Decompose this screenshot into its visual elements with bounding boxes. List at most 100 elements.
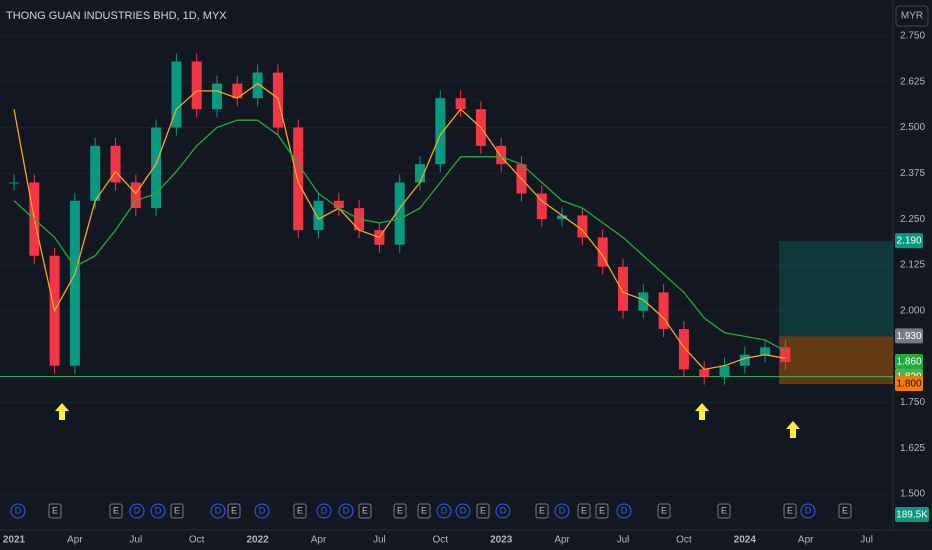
event-dividend (436, 503, 452, 519)
event-label: D (134, 505, 141, 515)
x-tick-label: Oct (189, 535, 205, 546)
event-dividend (10, 503, 26, 519)
x-tick-label: 2023 (490, 535, 513, 546)
event-label: D (460, 505, 467, 515)
currency-button[interactable] (895, 5, 929, 27)
x-tick-label: Jul (617, 535, 630, 546)
event-earnings (417, 503, 431, 519)
event-label: E (297, 505, 303, 515)
price-label-box (895, 328, 923, 344)
event-earnings (358, 503, 372, 519)
candle (415, 164, 425, 183)
candle (130, 182, 141, 209)
y-tick-label: 2.375 (900, 168, 925, 179)
candle (618, 266, 628, 311)
y-tick-label: 2.625 (900, 76, 925, 87)
event-label: E (661, 505, 667, 515)
event-label: D (441, 505, 448, 515)
candle (171, 61, 182, 128)
event-label: E (539, 505, 545, 515)
event-label: E (480, 505, 486, 515)
candle (293, 127, 304, 231)
candle (69, 200, 80, 366)
y-tick-label: 1.500 (900, 489, 925, 500)
price-label: 1.860 (896, 357, 921, 368)
price-label-box (895, 233, 923, 249)
volume-label: 189.5K (896, 510, 928, 521)
ma-line (13, 119, 786, 352)
candle (658, 292, 669, 330)
candle (557, 215, 568, 220)
event-label: D (805, 505, 812, 515)
price-label: 1.800 (896, 379, 921, 390)
x-tick-label: Jul (860, 535, 873, 546)
x-tick-label: Apr (311, 535, 327, 546)
event-earnings (393, 503, 407, 519)
event-earnings (227, 503, 241, 519)
event-label: D (155, 505, 162, 515)
y-tick-label: 2.125 (900, 260, 925, 271)
event-earnings (577, 503, 591, 519)
event-dividend (129, 503, 145, 519)
chart-title: THONG GUAN INDUSTRIES BHD, 1D, MYX (6, 10, 227, 22)
event-label: D (215, 505, 222, 515)
event-earnings (170, 503, 184, 519)
x-tick-label: 2022 (246, 535, 269, 546)
candle (232, 83, 243, 99)
candle (333, 200, 344, 209)
candle (597, 237, 608, 267)
volume-label-box (895, 507, 929, 522)
candle (536, 193, 547, 220)
event-label: D (621, 505, 628, 515)
arrow (55, 403, 69, 420)
candle (455, 98, 466, 110)
candle (9, 182, 19, 184)
event-label: E (421, 505, 427, 515)
event-earnings (717, 503, 731, 519)
x-tick-label: Jul (373, 535, 386, 546)
arrow (695, 403, 709, 420)
candle (394, 182, 405, 245)
event-label: E (52, 505, 58, 515)
event-label: D (321, 505, 328, 515)
y-tick-label: 2.750 (900, 31, 925, 42)
candle (719, 365, 730, 377)
currency[interactable]: MYR (901, 11, 923, 22)
event-dividend (616, 503, 632, 519)
price-label: 1.930 (896, 331, 921, 342)
event-dividend (455, 503, 471, 519)
stop-zone (779, 336, 893, 384)
arrow (786, 421, 800, 438)
candle (151, 127, 162, 209)
event-earnings (109, 503, 123, 519)
candle (191, 61, 202, 110)
target-zone (779, 241, 893, 337)
x-tick-label: Apr (554, 535, 570, 546)
event-label: D (15, 505, 22, 515)
event-label: D (259, 505, 266, 515)
x-tick-label: Oct (676, 535, 692, 546)
candle (699, 369, 710, 377)
x-tick-label: 2021 (3, 535, 26, 546)
y-tick-label: 1.750 (900, 397, 925, 408)
x-tick-label: 2024 (734, 535, 757, 546)
y-tick-label: 2.000 (900, 305, 925, 316)
candle (780, 347, 791, 363)
event-dividend (554, 503, 570, 519)
price-label-box (895, 376, 923, 391)
event-label: E (842, 505, 848, 515)
price-label-box (895, 354, 923, 370)
event-label: E (599, 505, 605, 515)
event-dividend (316, 503, 332, 519)
event-earnings (838, 503, 852, 519)
candle (678, 329, 689, 370)
x-tick-label: Oct (433, 535, 449, 546)
y-tick-label: 1.625 (900, 443, 925, 454)
event-dividend (800, 503, 816, 519)
event-dividend (338, 503, 354, 519)
event-label: E (581, 505, 587, 515)
event-label: E (362, 505, 368, 515)
